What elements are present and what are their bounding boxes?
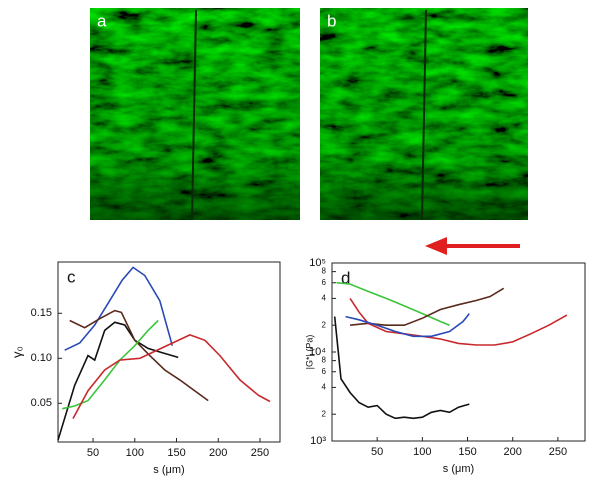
micrograph-a: a [90,8,300,221]
y-tick-label: 2 [322,409,327,418]
data-line [57,321,179,441]
y-tick-label: 10⁵ [309,257,326,269]
y-tick-label: 10³ [310,435,326,447]
y-axis-label: γ₀ [9,346,24,358]
data-line [69,309,209,402]
y-tick-label: 6 [322,278,327,287]
x-tick-label: 200 [504,446,522,458]
x-tick-label: 50 [87,447,99,459]
y-tick-label: 0.05 [31,397,52,409]
micrograph-b: b [320,8,528,221]
data-line [345,313,470,338]
data-line [72,334,271,419]
x-axis-label: s (μm) [443,463,474,475]
y-tick-label: 0.10 [31,352,52,364]
data-line [349,297,568,346]
x-tick-label: 100 [126,447,144,459]
x-tick-label: 250 [549,446,567,458]
y-tick-label: 8 [322,267,327,276]
data-line [336,281,450,326]
plot-frame [57,261,281,443]
x-tick-label: 100 [413,446,431,458]
x-tick-label: 50 [371,446,383,458]
y-tick-label: 8 [322,356,327,365]
plot-frame [331,262,586,442]
y-axis-label: |G*| (Pa) [304,335,314,370]
y-tick-label: 10⁴ [309,346,326,358]
x-tick-label: 150 [167,447,185,459]
y-tick-label: 6 [322,367,327,376]
data-line [350,287,505,326]
data-line [62,319,159,410]
y-tick-label: 2 [322,320,327,329]
y-tick-label: 4 [322,383,327,392]
x-axis-label: s (μm) [153,464,184,476]
y-tick-label: 0.15 [31,307,52,319]
y-tick-label: 4 [322,294,327,303]
direction-arrow [425,237,520,255]
data-line [64,266,174,351]
panel-label: b [327,11,336,30]
x-tick-label: 250 [251,447,269,459]
x-tick-label: 200 [209,447,227,459]
x-tick-label: 150 [458,446,476,458]
data-line [333,316,470,420]
panel-label: a [97,11,107,30]
panel-label: d [341,268,350,287]
panel-label: c [67,267,76,286]
